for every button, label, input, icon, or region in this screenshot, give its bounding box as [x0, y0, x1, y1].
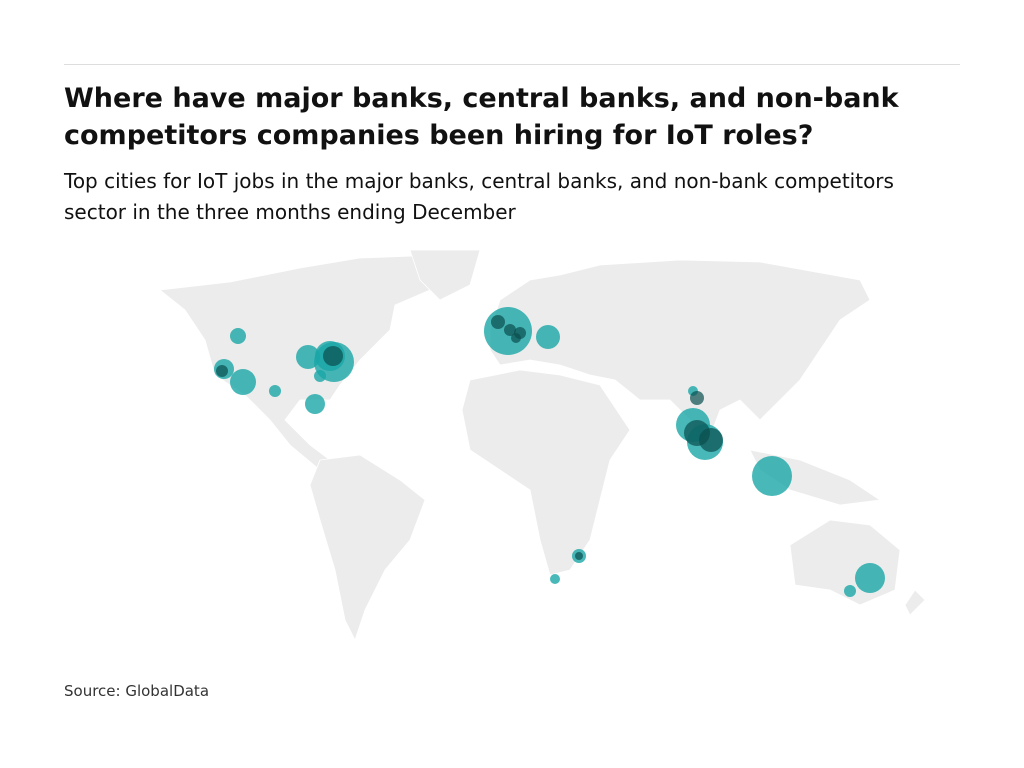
city-bubble: [230, 369, 256, 395]
city-bubble: [305, 394, 325, 414]
city-bubble: [699, 428, 723, 452]
city-bubble: [269, 385, 281, 397]
top-rule: [64, 64, 960, 65]
africa: [461, 369, 631, 576]
subtitle: Top cities for IoT jobs in the major ban…: [64, 169, 894, 224]
south-america: [309, 454, 426, 642]
city-bubble: [536, 325, 560, 349]
city-bubble: [230, 328, 246, 344]
city-bubble: [296, 345, 320, 369]
city-bubble: [752, 456, 792, 496]
greenland: [409, 249, 481, 301]
city-bubble: [504, 324, 516, 336]
source: Source: GlobalData: [64, 682, 210, 700]
city-bubble: [575, 552, 583, 560]
city-bubble: [216, 365, 228, 377]
city-bubble: [690, 391, 704, 405]
city-bubble: [314, 370, 326, 382]
land: [158, 249, 926, 642]
bubbles: [214, 307, 885, 597]
city-bubble: [550, 574, 560, 584]
city-bubble: [491, 315, 505, 329]
world-map: [158, 249, 926, 642]
title: Where have major banks, central banks, a…: [64, 83, 899, 151]
city-bubble: [844, 585, 856, 597]
city-bubble: [855, 563, 885, 593]
new-zealand: [904, 589, 926, 616]
eurasia: [489, 259, 871, 451]
city-bubble: [511, 333, 521, 343]
city-bubble: [323, 346, 343, 366]
